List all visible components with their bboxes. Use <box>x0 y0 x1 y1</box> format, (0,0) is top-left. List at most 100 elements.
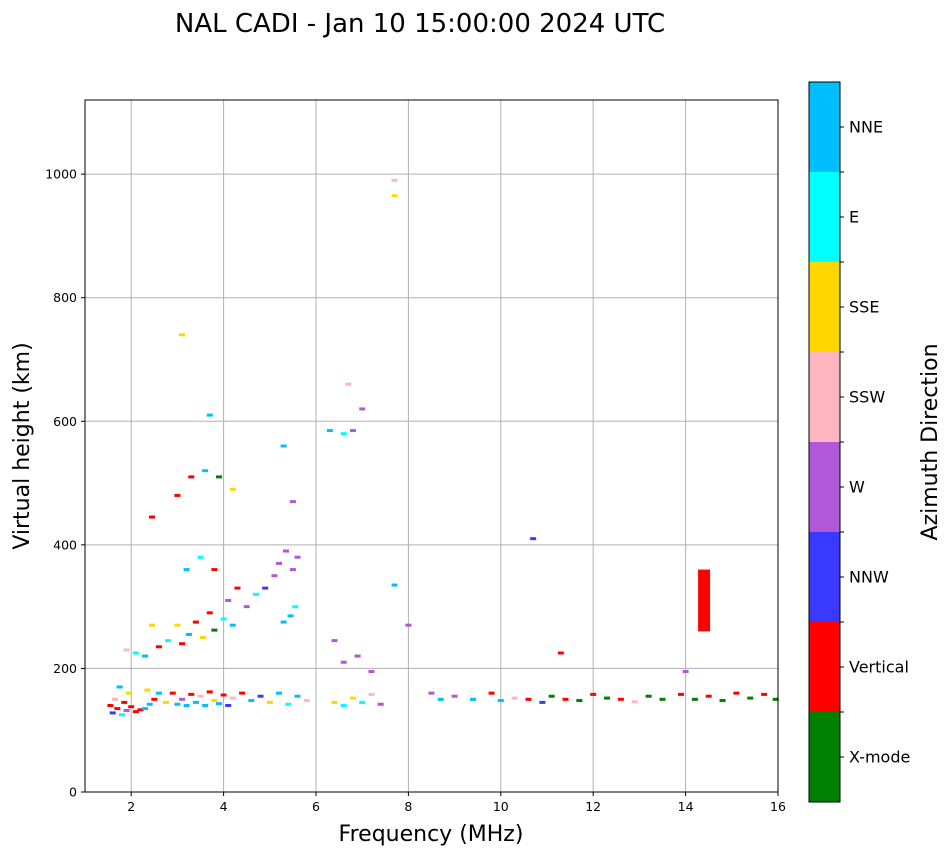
data-point <box>229 487 236 491</box>
data-point <box>197 555 204 559</box>
colorbar-tick-label: SSW <box>849 388 885 407</box>
colorbar-segment <box>809 82 840 172</box>
data-point <box>282 549 289 553</box>
data-point <box>391 194 398 198</box>
data-point <box>276 691 283 695</box>
x-axis-label: Frequency (MHz) <box>339 822 524 847</box>
data-point <box>183 704 190 707</box>
data-point <box>659 697 666 701</box>
data-point <box>206 413 213 417</box>
data-point <box>428 691 435 695</box>
data-point <box>470 697 477 701</box>
data-point <box>405 623 412 627</box>
data-point <box>354 654 361 658</box>
data-point <box>530 537 537 541</box>
data-point <box>243 605 250 609</box>
data-point <box>174 493 181 497</box>
data-point <box>340 704 347 707</box>
colorbar-segment <box>809 172 840 262</box>
data-point <box>677 692 684 696</box>
x-tick-label: 8 <box>404 799 412 814</box>
data-point <box>276 561 283 565</box>
colorbar-frame <box>808 81 841 803</box>
data-point <box>349 696 356 700</box>
data-point <box>340 432 347 436</box>
data-point <box>215 702 222 706</box>
colorbar: X-mode Vertical NNW W SSW SSE E NNE <box>808 81 910 803</box>
x-tick-label: 10 <box>493 799 509 814</box>
data-point <box>206 611 213 615</box>
data-point <box>144 688 151 692</box>
data-point <box>377 702 384 706</box>
data-point <box>719 699 726 703</box>
data-point <box>107 704 114 707</box>
y-axis-label: Virtual height (km) <box>10 342 35 549</box>
y-tick-label: 1000 <box>45 167 77 182</box>
data-point <box>165 639 172 643</box>
data-point <box>257 694 264 698</box>
y-tick-label: 400 <box>53 537 77 552</box>
y-tick-label: 800 <box>53 290 77 305</box>
data-point <box>142 654 149 658</box>
data-point <box>772 697 779 701</box>
colorbar-tick-label: Vertical <box>849 658 909 677</box>
data-point <box>340 660 347 664</box>
data-point <box>199 636 206 640</box>
data-point <box>239 691 246 695</box>
data-point <box>733 691 740 695</box>
colorbar-tick-label: SSE <box>849 298 879 317</box>
data-point <box>114 707 121 711</box>
data-point <box>220 693 227 697</box>
data-point <box>287 614 294 618</box>
data-point <box>294 694 301 698</box>
data-point <box>349 429 356 433</box>
data-point <box>148 515 155 519</box>
data-point <box>511 696 518 700</box>
data-point <box>292 605 299 609</box>
data-point <box>229 696 236 700</box>
data-point <box>761 692 768 696</box>
data-point <box>225 704 232 707</box>
data-point <box>590 692 597 696</box>
colorbar-tick-label: W <box>849 478 865 497</box>
colorbar-segment <box>809 262 840 352</box>
data-point <box>121 700 128 704</box>
plot-frame <box>84 99 779 793</box>
data-point <box>391 583 398 587</box>
data-point <box>192 620 199 624</box>
data-point-spike <box>698 569 711 632</box>
data-point <box>192 700 199 704</box>
data-point <box>137 708 144 712</box>
data-point <box>109 711 116 715</box>
data-point <box>225 598 232 602</box>
data-point <box>631 700 638 704</box>
data-point <box>169 691 176 695</box>
colorbar-tick-label: X-mode <box>849 748 910 767</box>
y-tick-label: 600 <box>53 414 77 429</box>
data-point <box>331 700 338 704</box>
data-point <box>576 699 583 703</box>
x-tick-label: 14 <box>678 799 694 814</box>
colorbar-segment <box>809 442 840 532</box>
data-point <box>705 694 712 698</box>
data-point <box>188 475 195 479</box>
data-point <box>497 699 504 703</box>
data-point <box>174 702 181 706</box>
data-point <box>162 700 169 704</box>
data-point <box>211 699 218 703</box>
y-tick-label: 0 <box>69 785 77 800</box>
data-point <box>148 623 155 627</box>
x-tick-label: 4 <box>220 799 228 814</box>
data-point <box>197 694 204 698</box>
y-tick-label: 200 <box>53 661 77 676</box>
data-point <box>303 699 310 703</box>
data-point <box>359 700 366 704</box>
data-point <box>280 620 287 624</box>
data-point <box>155 645 162 649</box>
data-point <box>188 692 195 696</box>
data-point <box>155 691 162 695</box>
data-point <box>391 178 398 182</box>
data-point <box>557 651 564 655</box>
data-point <box>202 704 209 707</box>
data-point <box>345 382 352 386</box>
